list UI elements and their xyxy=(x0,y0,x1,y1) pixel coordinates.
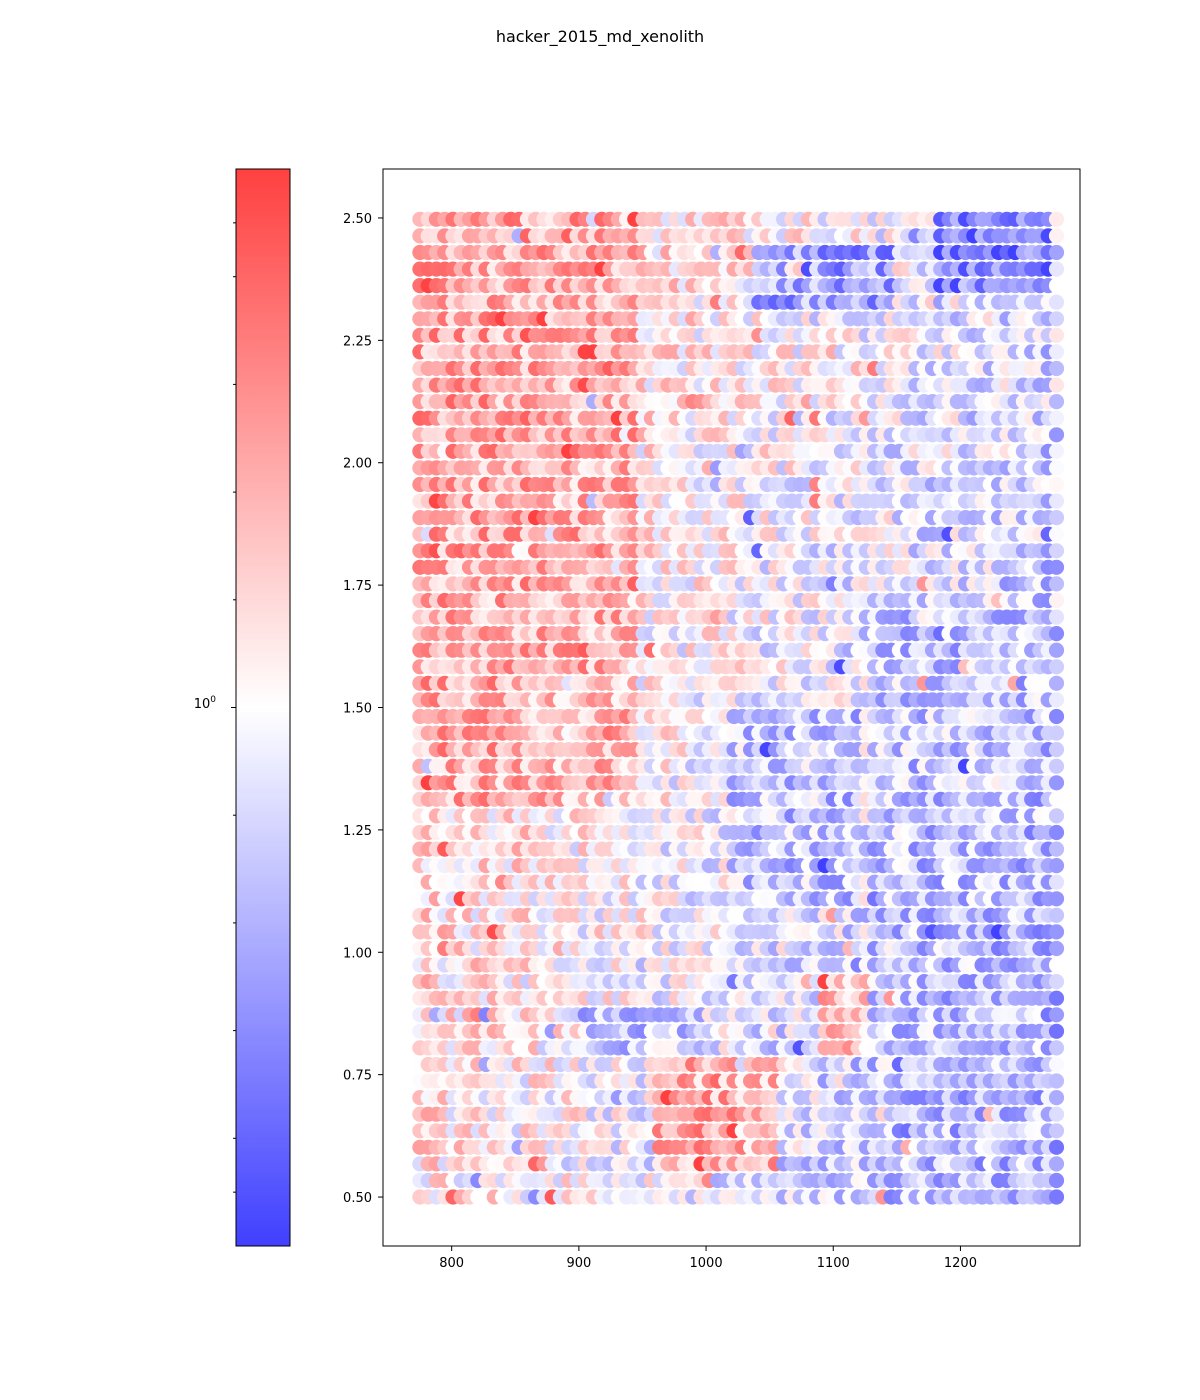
scatter-points xyxy=(412,211,1065,1205)
scatter-point xyxy=(1048,509,1065,526)
scatter-point xyxy=(1048,410,1065,426)
scatter-point xyxy=(1048,659,1065,675)
x-tick-label: 1100 xyxy=(817,1256,850,1271)
scatter-point xyxy=(1048,460,1065,476)
scatter-point xyxy=(1048,940,1065,957)
scatter-point xyxy=(1048,311,1065,327)
scatter-point xyxy=(1048,211,1065,227)
scatter-point xyxy=(1048,1056,1065,1073)
y-tick-label: 1.75 xyxy=(343,579,372,594)
scatter-point xyxy=(1048,990,1065,1006)
scatter-point xyxy=(1048,394,1065,410)
y-tick-label: 2.00 xyxy=(343,457,372,472)
x-tick-label: 1000 xyxy=(690,1256,723,1271)
scatter-point xyxy=(1048,1073,1065,1089)
scatter-point xyxy=(1048,526,1065,542)
x-tick-label: 900 xyxy=(566,1256,591,1271)
scatter-point xyxy=(1048,858,1065,874)
scatter-point xyxy=(1048,228,1065,244)
scatter-point xyxy=(1048,1007,1065,1023)
colorbar: 100 xyxy=(194,168,291,1247)
scatter-point xyxy=(1048,427,1065,443)
colorbar-ticks xyxy=(231,222,236,1193)
y-tick-label: 2.50 xyxy=(343,212,372,227)
plot-area: 800 900 1000 1100 1200 0.50 0.75 1.00 1.25 1.50 1… xyxy=(343,168,1081,1271)
scatter-point xyxy=(1048,626,1065,642)
scatter-point xyxy=(1048,725,1065,741)
scatter-point xyxy=(1048,327,1065,343)
scatter-point xyxy=(1048,1106,1065,1122)
scatter-point xyxy=(1048,493,1065,509)
scatter-point xyxy=(1048,692,1065,708)
scatter-point xyxy=(1048,775,1065,791)
scatter-point xyxy=(1048,443,1065,459)
x-axis: 800 900 1000 1100 1200 xyxy=(439,1246,977,1271)
scatter-point xyxy=(1048,924,1065,940)
scatter-point xyxy=(1048,891,1065,907)
y-tick-label: 0.75 xyxy=(343,1069,372,1084)
scatter-point xyxy=(1048,294,1065,310)
scatter-point xyxy=(1048,559,1065,575)
y-tick-label: 1.25 xyxy=(343,824,372,839)
scatter-point xyxy=(1048,808,1065,824)
scatter-point xyxy=(1048,758,1065,774)
scatter-point xyxy=(1048,609,1065,625)
scatter-point xyxy=(1048,742,1065,758)
scatter-point xyxy=(1048,1090,1065,1106)
scatter-point xyxy=(1048,791,1065,807)
scatter-point xyxy=(1048,592,1065,609)
scatter-point xyxy=(1048,278,1065,294)
chart-title: hacker_2015_md_xenolith xyxy=(496,27,704,47)
y-tick-label: 2.25 xyxy=(343,334,372,349)
scatter-point xyxy=(1048,1189,1065,1205)
scatter-point xyxy=(1048,1040,1065,1056)
scatter-point xyxy=(1048,1172,1065,1189)
scatter-point xyxy=(1048,642,1065,658)
scatter-point xyxy=(1048,543,1065,559)
scatter-point xyxy=(1048,824,1065,841)
scatter-point xyxy=(1048,874,1065,890)
scatter-point xyxy=(1048,244,1065,261)
scatter-point xyxy=(1048,476,1065,493)
scatter-point xyxy=(1048,708,1065,725)
y-axis: 0.50 0.75 1.00 1.25 1.50 1.75 2.00 2.25 2.50 xyxy=(343,212,383,1206)
y-tick-label: 0.50 xyxy=(343,1191,372,1206)
scatter-point xyxy=(1048,1123,1065,1139)
scatter-point xyxy=(1048,261,1065,277)
scatter-point xyxy=(1048,974,1065,990)
scatter-point xyxy=(1048,344,1065,360)
scatter-point xyxy=(1048,1023,1065,1039)
y-tick-label: 1.50 xyxy=(343,702,372,717)
scatter-point xyxy=(1048,841,1065,857)
scatter-point xyxy=(1048,907,1065,923)
x-tick-label: 1200 xyxy=(944,1256,977,1271)
y-tick-label: 1.00 xyxy=(343,946,372,961)
colorbar-tick-label: 100 xyxy=(194,695,217,712)
scatter-point xyxy=(1048,957,1065,973)
x-tick-label: 800 xyxy=(439,1256,464,1271)
scatter-point xyxy=(1048,576,1065,592)
scatter-point xyxy=(1048,675,1065,691)
scatter-point xyxy=(1048,377,1065,393)
colorbar-gradient xyxy=(236,169,290,1246)
scatter-point xyxy=(1048,360,1065,377)
scatter-point xyxy=(1048,1139,1065,1155)
scatter-point xyxy=(1048,1156,1065,1172)
